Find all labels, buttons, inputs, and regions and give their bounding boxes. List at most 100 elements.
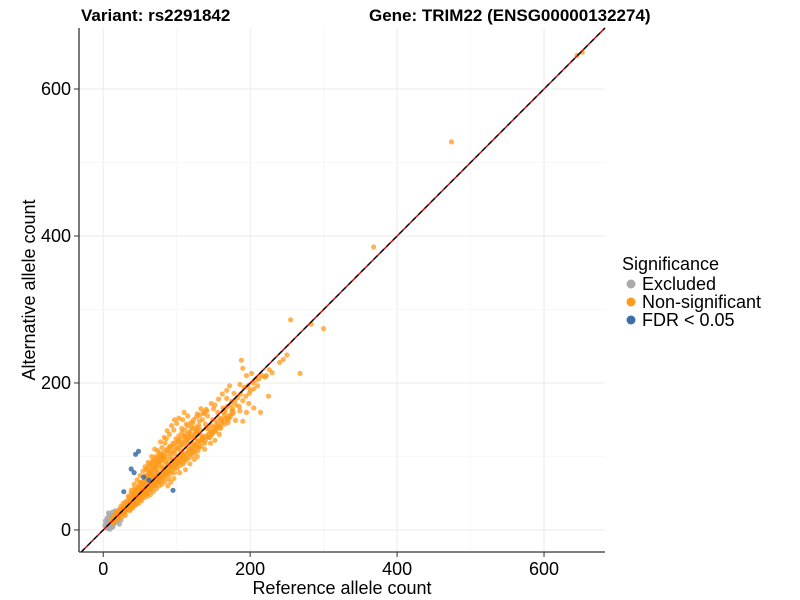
data-point-nonsig xyxy=(231,390,237,396)
data-point-nonsig xyxy=(371,244,377,250)
legend-key-nonsig xyxy=(626,297,636,307)
data-point-nonsig xyxy=(243,373,250,379)
data-point-nonsig xyxy=(138,496,144,502)
data-point-nonsig xyxy=(155,448,161,454)
data-point-nonsig xyxy=(137,484,143,490)
data-point-nonsig xyxy=(257,409,264,415)
data-point-nonsig xyxy=(181,409,187,415)
x-axis-label: Reference allele count xyxy=(252,578,431,598)
data-point-nonsig xyxy=(262,374,268,380)
data-point-nonsig xyxy=(198,406,204,412)
data-point-nonsig xyxy=(448,139,455,145)
data-point-nonsig xyxy=(171,470,178,476)
data-point-nonsig xyxy=(269,370,275,376)
data-point-nonsig xyxy=(280,356,286,363)
data-point-nonsig xyxy=(212,402,218,408)
y-axis-label: Alternative allele count xyxy=(19,199,39,380)
data-point-nonsig xyxy=(265,393,272,399)
data-point-nonsig xyxy=(162,440,168,446)
data-point-nonsig xyxy=(238,391,244,397)
data-point-nonsig xyxy=(249,370,255,376)
data-point-nonsig xyxy=(131,481,137,487)
data-point-excluded xyxy=(104,515,110,521)
chart-title-left: Variant: rs2291842 xyxy=(81,6,230,25)
grid xyxy=(79,28,605,552)
data-point-nonsig xyxy=(171,427,177,433)
legend-title: Significance xyxy=(622,254,719,274)
data-point-nonsig xyxy=(202,446,208,452)
x-tick-label: 200 xyxy=(235,559,265,579)
data-point-nonsig xyxy=(240,418,246,424)
data-point-nonsig xyxy=(125,493,131,499)
data-point-nonsig xyxy=(157,439,164,445)
data-point-fdr xyxy=(135,448,142,454)
data-point-nonsig xyxy=(237,381,243,387)
data-point-fdr xyxy=(146,477,152,483)
data-point-nonsig xyxy=(321,326,327,332)
data-point-nonsig xyxy=(161,434,167,440)
legend-label-excluded: Excluded xyxy=(642,274,716,294)
data-point-nonsig xyxy=(230,409,236,415)
data-point-nonsig xyxy=(219,391,225,397)
data-point-nonsig xyxy=(196,418,203,424)
data-point-nonsig xyxy=(246,400,252,407)
ticks: 0 200 400 600 0 200 400 600 xyxy=(41,79,559,579)
reference-lines xyxy=(80,27,606,553)
y-tick-label: 200 xyxy=(41,373,71,393)
data-point-nonsig xyxy=(579,49,585,55)
legend-key-fdr xyxy=(626,315,636,325)
data-point-nonsig xyxy=(224,387,230,393)
data-point-nonsig xyxy=(164,428,170,434)
data-point-nonsig xyxy=(240,398,246,404)
data-point-nonsig xyxy=(185,413,191,419)
x-tick-label: 400 xyxy=(382,559,412,579)
data-point-nonsig xyxy=(177,470,183,476)
data-point-nonsig xyxy=(207,440,214,446)
data-point-nonsig xyxy=(109,517,115,523)
data-point-nonsig xyxy=(134,477,140,483)
data-point-nonsig xyxy=(237,408,243,414)
data-point-nonsig xyxy=(246,390,252,396)
y-tick-label: 0 xyxy=(61,520,71,540)
legend-label-fdr: FDR < 0.05 xyxy=(642,310,735,330)
data-point-nonsig xyxy=(187,461,193,467)
identity-line-dashed xyxy=(80,27,606,553)
data-point-nonsig xyxy=(140,468,146,474)
data-point-nonsig xyxy=(227,414,233,420)
data-point-nonsig xyxy=(221,421,228,427)
y-tick-label: 600 xyxy=(41,79,71,99)
data-point-nonsig xyxy=(297,370,303,376)
data-point-nonsig xyxy=(179,458,185,464)
data-point-nonsig xyxy=(227,383,233,389)
data-point-nonsig xyxy=(288,317,294,323)
legend-label-nonsig: Non-significant xyxy=(642,292,761,312)
data-point-nonsig xyxy=(195,443,201,449)
data-point-nonsig xyxy=(216,396,222,402)
data-point-nonsig xyxy=(284,352,290,358)
data-point-nonsig xyxy=(166,456,172,462)
x-tick-label: 600 xyxy=(529,559,559,579)
data-point-nonsig xyxy=(238,357,244,363)
data-point-nonsig xyxy=(224,395,230,401)
data-point-nonsig xyxy=(182,427,188,433)
data-point-nonsig xyxy=(149,453,155,460)
data-point-nonsig xyxy=(213,428,219,435)
data-point-nonsig xyxy=(165,483,171,489)
data-point-nonsig xyxy=(254,383,261,389)
data-point-nonsig xyxy=(196,423,202,429)
y-tick-label: 400 xyxy=(41,226,71,246)
data-point-nonsig xyxy=(240,365,246,371)
data-point-fdr xyxy=(121,489,127,495)
legend: Significance ExcludedNon-significantFDR … xyxy=(622,254,761,330)
data-point-fdr xyxy=(128,466,134,472)
data-point-nonsig xyxy=(236,403,242,410)
data-point-nonsig xyxy=(202,437,208,443)
data-point-fdr xyxy=(170,487,176,493)
axes xyxy=(78,28,605,553)
data-point-nonsig xyxy=(216,431,222,437)
data-point-nonsig xyxy=(159,453,165,460)
data-point-excluded xyxy=(105,510,111,516)
data-point-nonsig xyxy=(166,475,172,482)
data-point-nonsig xyxy=(203,406,209,412)
